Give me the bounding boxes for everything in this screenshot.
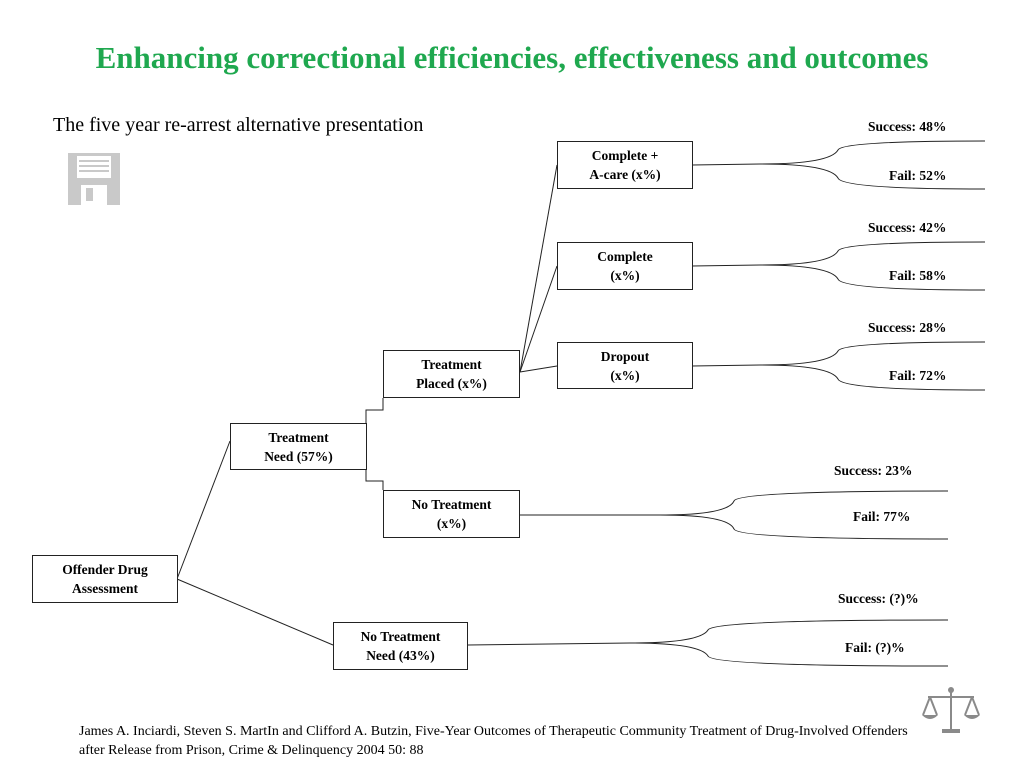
node-dropout: Dropout (x%) (557, 342, 693, 389)
node-line: No Treatment (360, 629, 441, 644)
node-no-treatment-need: No Treatment Need (43%) (333, 622, 468, 670)
citation: James A. Inciardi, Steven S. MartIn and … (79, 724, 908, 758)
fail-label: Fail: 72% (889, 368, 947, 383)
node-line: A-care (x%) (589, 167, 661, 182)
success-label: Success: 48% (868, 119, 947, 134)
node-line: No Treatment (411, 497, 492, 512)
node-line: Need (43%) (366, 648, 435, 663)
success-label: Success: 23% (834, 463, 913, 478)
node-line: (x%) (610, 367, 640, 383)
node-line: Treatment (421, 357, 482, 372)
node-line: Treatment (268, 429, 329, 445)
page-subtitle: The five year re-arrest alternative pres… (53, 114, 424, 136)
node-treatment-placed: Treatment Placed (x%) (383, 350, 520, 398)
success-label: Success: 28% (868, 320, 947, 335)
node-line: Dropout (600, 348, 650, 364)
fail-label: Fail: (?)% (845, 640, 905, 655)
node-no-treatment: No Treatment (x%) (383, 490, 520, 538)
page-title: Enhancing correctional efficiencies, eff… (95, 40, 929, 75)
node-line: Placed (x%) (416, 376, 487, 391)
scales-of-justice-icon (922, 687, 980, 733)
node-line: (x%) (610, 268, 640, 283)
fail-label: Fail: 58% (889, 268, 947, 283)
node-line: Complete + (591, 148, 659, 163)
node-offender-drug-assessment: Offender Drug Assessment (32, 555, 178, 603)
node-treatment-need: Treatment Need (57%) (230, 423, 367, 470)
success-label: Success: 42% (868, 220, 947, 235)
node-complete: Complete (x%) (557, 242, 693, 290)
fail-label: Fail: 77% (853, 509, 911, 524)
node-line: Need (57%) (264, 448, 333, 464)
node-line: Complete (597, 249, 653, 264)
node-line: (x%) (436, 516, 467, 531)
node-complete-acare: Complete + A-care (x%) (557, 141, 693, 189)
success-label: Success: (?)% (838, 591, 919, 606)
node-line: Assessment (72, 581, 138, 596)
save-icon[interactable] (68, 153, 120, 205)
node-line: Offender Drug (62, 562, 148, 577)
fail-label: Fail: 52% (889, 168, 947, 183)
